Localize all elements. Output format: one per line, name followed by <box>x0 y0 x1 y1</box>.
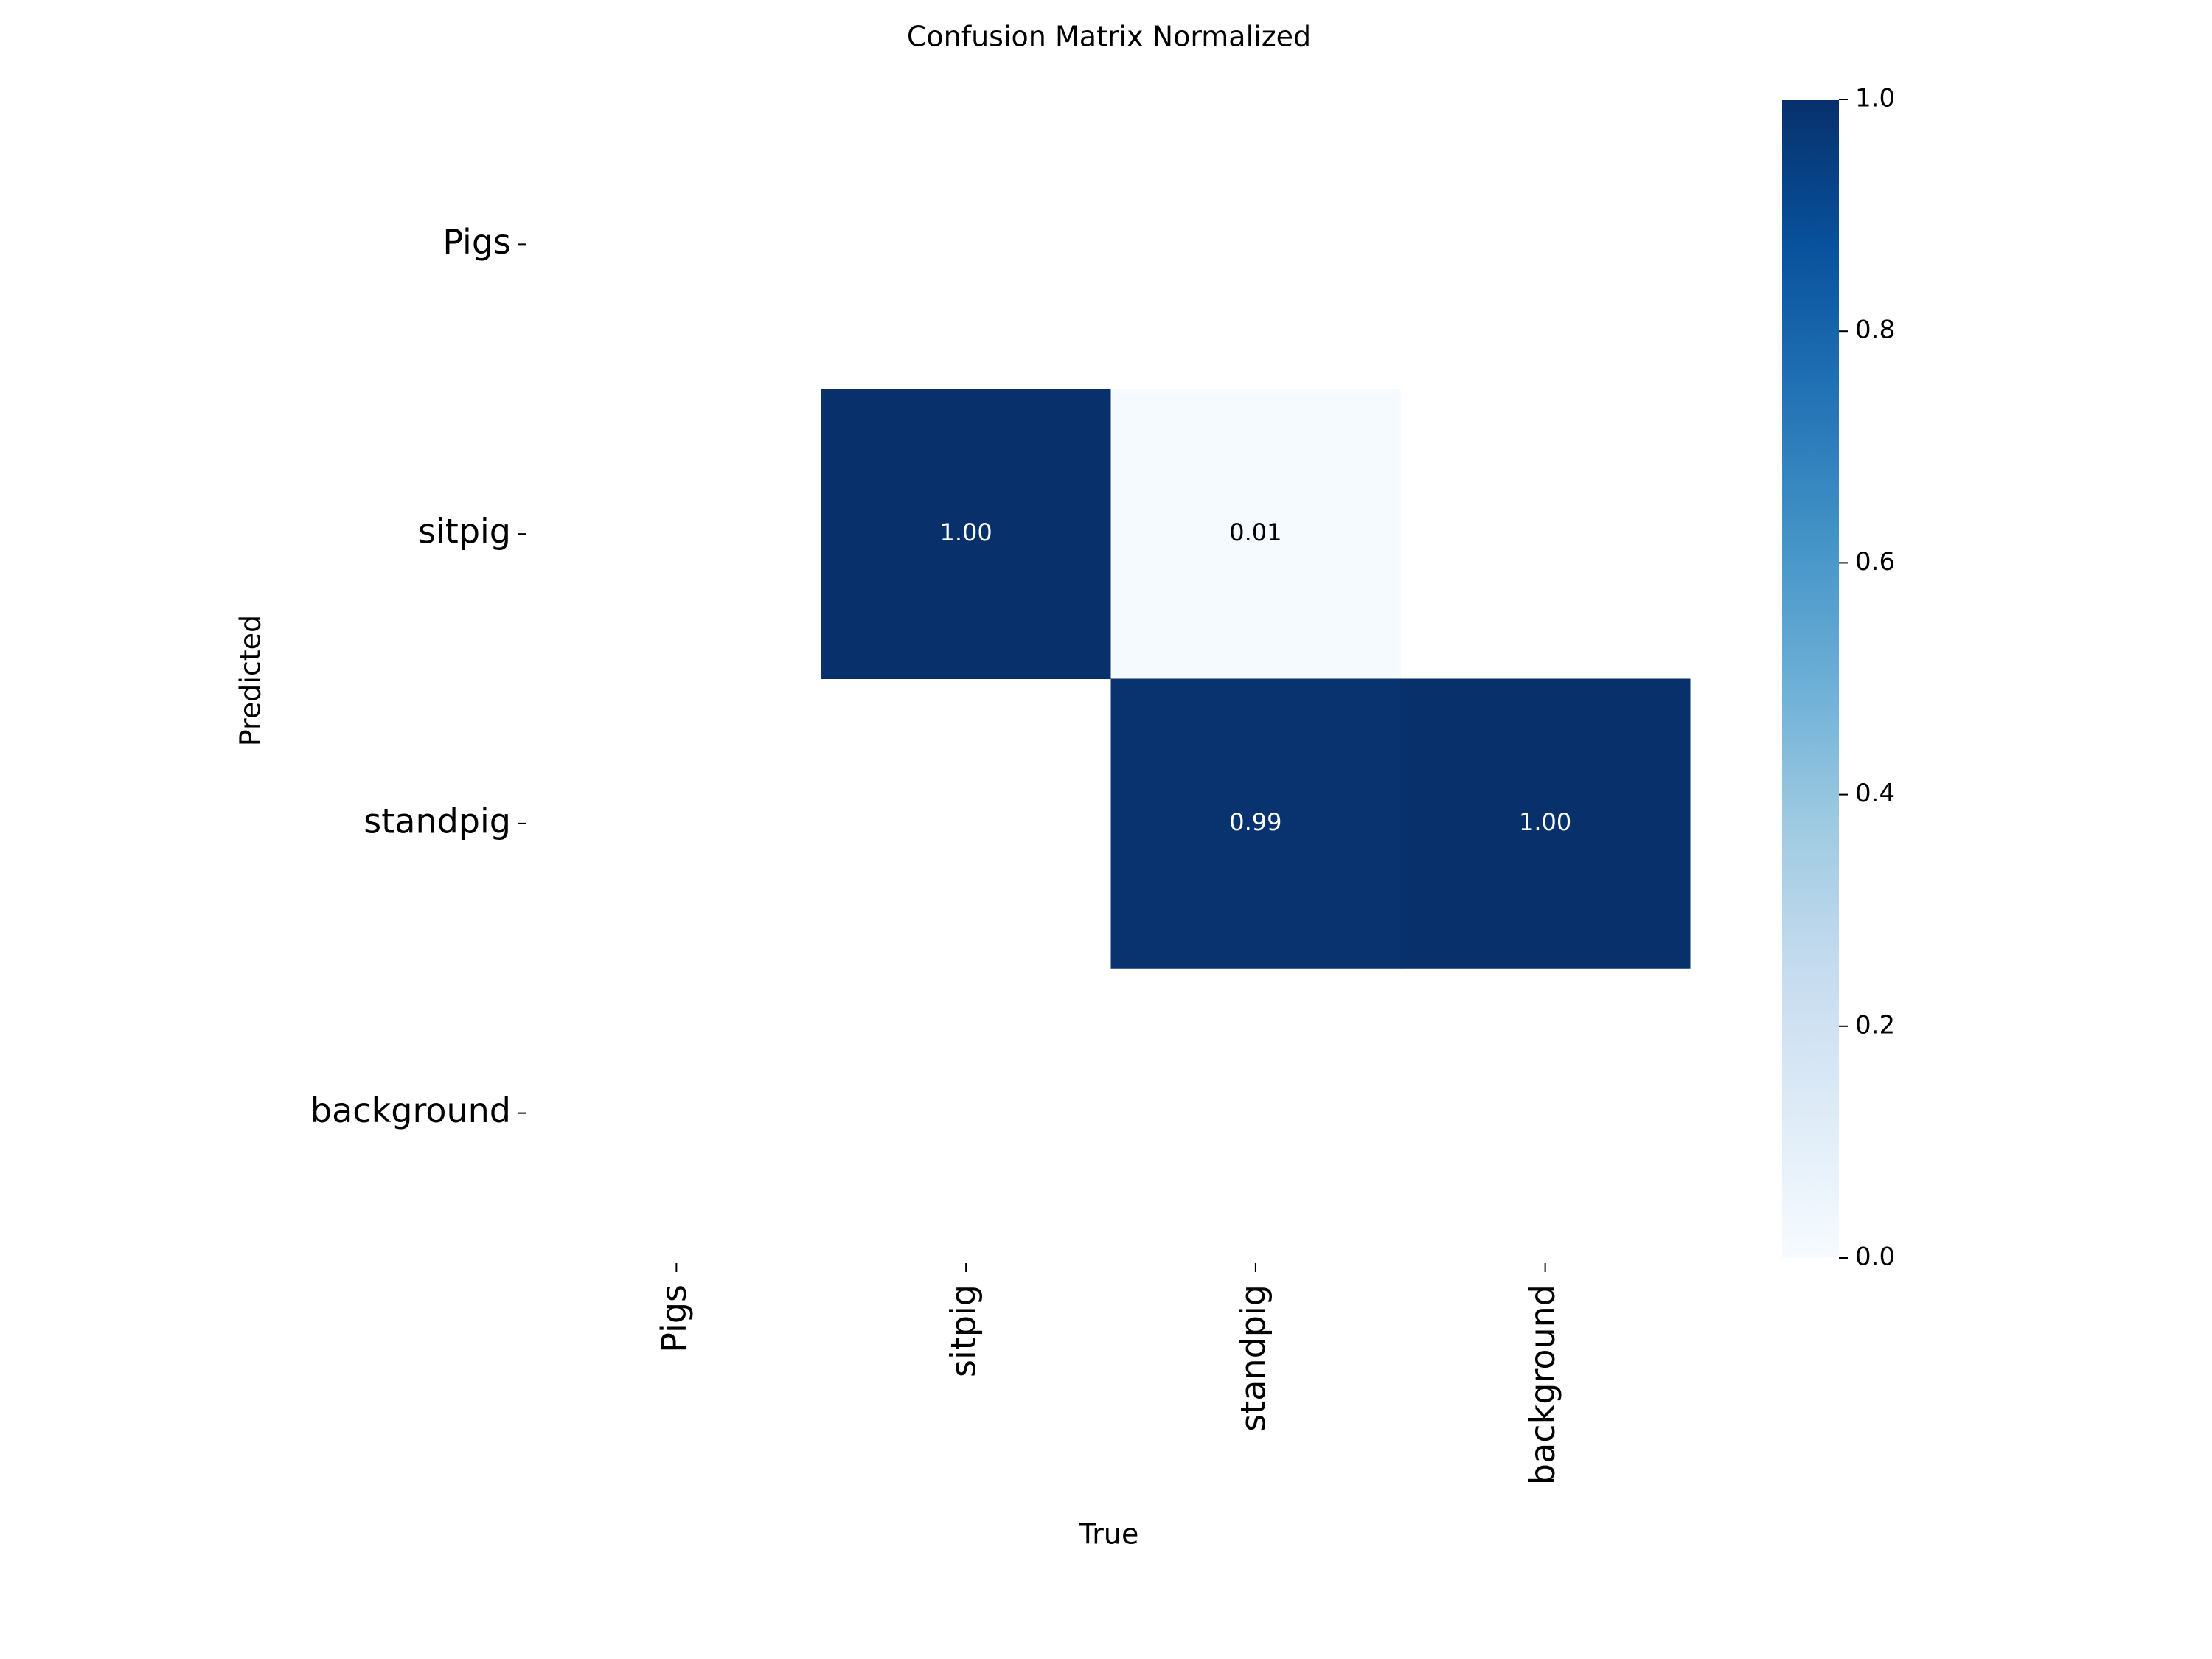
y-tick-label: Pigs <box>442 222 511 262</box>
heatmap-cell <box>1110 678 1401 969</box>
colorbar-tick-label: 1.0 <box>1855 84 1895 114</box>
y-axis-label: Predicted <box>234 615 267 746</box>
cell-label: 0.99 <box>1229 808 1281 836</box>
x-tick-label: standpig <box>1233 1284 1273 1432</box>
y-tick-label: standpig <box>364 801 511 841</box>
x-tick-label: sitpig <box>944 1284 984 1377</box>
colorbar <box>1782 100 1839 1258</box>
y-tick-label: background <box>310 1091 511 1130</box>
colorbar-tick-label: 0.0 <box>1855 1242 1895 1272</box>
cell-label: 1.00 <box>940 518 992 546</box>
heatmap-cell <box>1110 389 1401 679</box>
cell-label: 1.00 <box>1519 808 1571 836</box>
colorbar-tick-label: 0.6 <box>1855 547 1895 577</box>
chart-title: Confusion Matrix Normalized <box>907 21 1311 53</box>
heatmap-cell <box>821 389 1111 679</box>
colorbar-tick-label: 0.8 <box>1855 316 1895 345</box>
x-tick-label: background <box>1523 1284 1562 1485</box>
colorbar-tick-label: 0.2 <box>1855 1010 1895 1040</box>
colorbar-tick-label: 0.4 <box>1855 779 1895 808</box>
cell-label: 0.01 <box>1229 518 1281 546</box>
x-axis-label: True <box>1079 1518 1139 1551</box>
x-tick-label: Pigs <box>654 1284 694 1353</box>
y-tick-label: sitpig <box>418 512 511 552</box>
heatmap-cell <box>1400 678 1691 969</box>
